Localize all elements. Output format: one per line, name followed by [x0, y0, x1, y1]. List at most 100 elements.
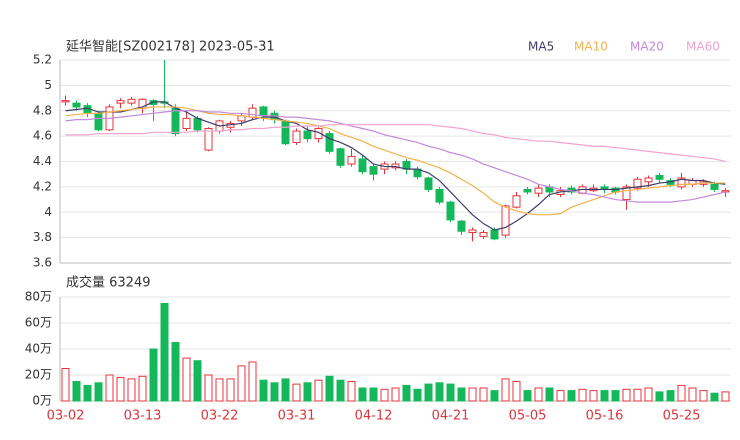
candle-body: [622, 186, 631, 201]
volume-bar: [215, 378, 224, 402]
x-tick-label: 05-05: [509, 409, 547, 424]
candle-body: [435, 188, 444, 203]
y-tick-label: 3.6: [33, 256, 52, 270]
volume-bar: [259, 379, 268, 402]
y-tick-label: 4.8: [33, 103, 52, 117]
candle-body: [292, 130, 301, 143]
volume-bar: [204, 374, 213, 402]
y-tick-label: 3.8: [33, 230, 52, 244]
volume-bar: [347, 381, 356, 402]
volume-bar: [281, 378, 290, 402]
volume-bar: [710, 392, 719, 402]
candle-body: [182, 117, 191, 130]
volume-bar: [160, 303, 169, 402]
y-tick-label: 4.6: [33, 129, 52, 143]
ma-line: [65, 101, 726, 231]
y-tick-label: 4.2: [33, 179, 52, 193]
volume-bar: [226, 378, 235, 402]
x-tick-label: 04-21: [432, 409, 470, 424]
candle-body: [457, 220, 466, 232]
volume-bar: [369, 387, 378, 402]
volume-bar: [391, 387, 400, 402]
candle-body: [204, 128, 213, 151]
legend-label: MA10: [574, 40, 608, 54]
candle-body: [468, 229, 477, 234]
volume-bar: [83, 384, 92, 402]
volume-bar: [688, 387, 697, 402]
y-tick-label: 5.2: [33, 53, 52, 67]
volume-bar: [182, 357, 191, 402]
ma-line: [65, 110, 726, 203]
volume-bar: [116, 377, 125, 402]
y-tick-label: 80万: [25, 290, 52, 304]
volume-title: 成交量 63249: [66, 275, 151, 291]
x-tick-label: 03-13: [124, 409, 162, 424]
chart-title: 延华智能[SZ002178] 2023-05-31: [66, 40, 275, 55]
volume-bar: [193, 360, 202, 402]
volume-bar: [127, 378, 136, 402]
legend-label: MA5: [528, 40, 554, 54]
volume-bar: [721, 391, 730, 402]
volume-bar: [446, 383, 455, 402]
volume-bar: [512, 381, 521, 402]
volume-bar: [380, 388, 389, 402]
x-tick-label: 04-12: [355, 409, 393, 424]
candle-body: [116, 100, 125, 104]
candle-body: [358, 158, 367, 173]
candle-body: [72, 102, 81, 108]
volume-bar: [600, 390, 609, 402]
volume-bar: [402, 384, 411, 402]
candle-body: [391, 163, 400, 169]
volume-bar: [237, 365, 246, 402]
volume-bar: [61, 368, 70, 402]
candle-body: [710, 183, 719, 190]
volume-bar: [666, 390, 675, 402]
volume-bar: [677, 384, 686, 402]
candle-body: [248, 107, 257, 118]
volume-bar: [325, 375, 334, 402]
candle-body: [446, 201, 455, 221]
volume-bar: [655, 391, 664, 402]
candle-body: [127, 98, 136, 104]
volume-bar: [490, 390, 499, 402]
volume-bar: [435, 382, 444, 402]
candle-body: [677, 177, 686, 188]
volume-bar: [248, 361, 257, 402]
candle-body: [644, 177, 653, 183]
candle-body: [314, 128, 323, 140]
candle-body: [281, 120, 290, 145]
candle-body: [721, 190, 730, 193]
volume-bar: [589, 390, 598, 402]
volume-bar: [556, 390, 565, 402]
volume-bar: [468, 387, 477, 402]
volume-bar: [534, 387, 543, 402]
volume-bar: [336, 379, 345, 402]
volume-bar: [567, 390, 576, 402]
x-tick-label: 03-02: [47, 409, 85, 424]
x-tick-label: 05-16: [586, 409, 624, 424]
volume-bar: [270, 382, 279, 402]
candle-body: [347, 155, 356, 165]
ma-line: [65, 106, 726, 216]
x-tick-label: 03-31: [278, 409, 316, 424]
x-tick-label: 03-22: [201, 409, 239, 424]
volume-bar: [545, 387, 554, 402]
candle-body: [171, 107, 180, 135]
y-tick-label: 20万: [25, 368, 52, 382]
volume-bar: [501, 378, 510, 402]
volume-bar: [611, 390, 620, 402]
candle-body: [325, 133, 334, 152]
candle-body: [633, 178, 642, 189]
candle-body: [479, 232, 488, 237]
volume-bar: [358, 387, 367, 402]
volume-bar: [644, 387, 653, 402]
candle-body: [534, 187, 543, 194]
volume-bar: [94, 382, 103, 402]
candle-body: [303, 130, 312, 140]
volume-bar: [171, 342, 180, 402]
candle-body: [655, 174, 664, 180]
legend-label: MA20: [630, 40, 664, 54]
candle-body: [193, 117, 202, 131]
candle-body: [501, 205, 510, 236]
